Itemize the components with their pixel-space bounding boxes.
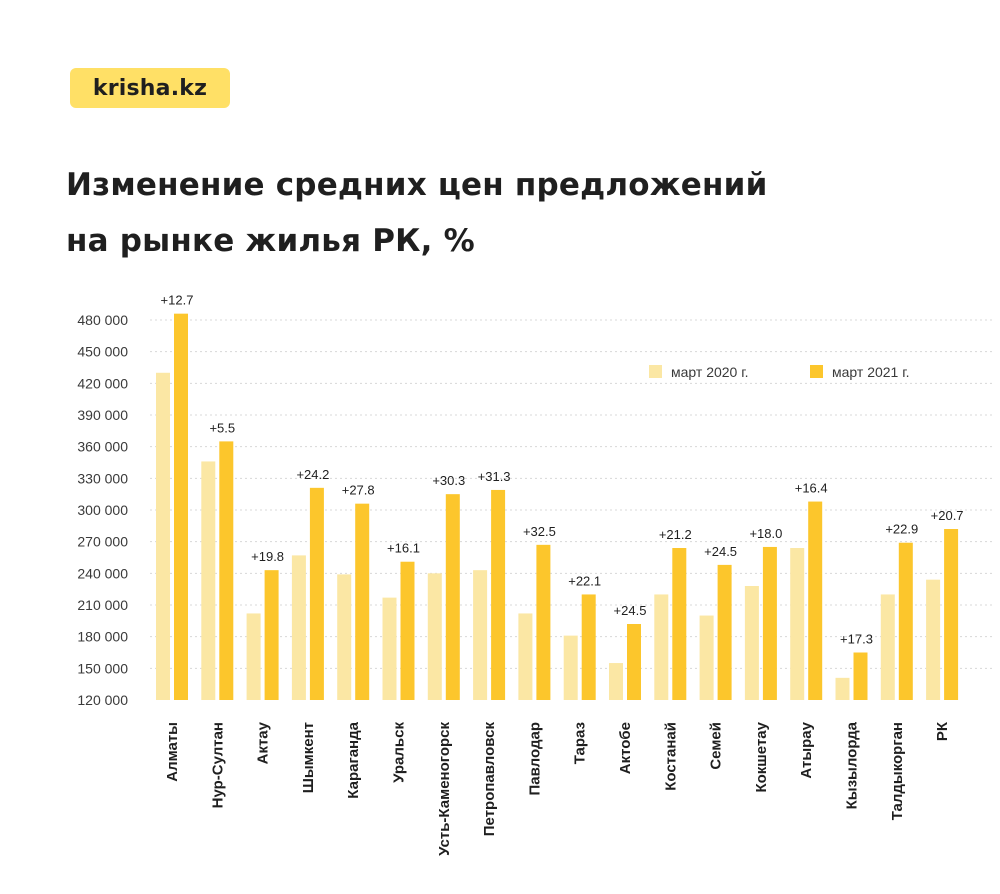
bar-march-2021 xyxy=(536,544,551,700)
bar-change-label: +12.7 xyxy=(161,293,194,308)
x-category-label: Алматы xyxy=(164,722,181,782)
bar-change-label: +31.3 xyxy=(478,469,511,484)
bar-march-2021 xyxy=(627,624,641,700)
x-category-label: Тараз xyxy=(572,722,589,764)
bar-march-2021 xyxy=(174,313,188,700)
chart-title-line-1: Изменение средних цен предложений xyxy=(66,167,768,203)
bar-change-label: +32.5 xyxy=(523,524,556,539)
bar-change-label: +16.1 xyxy=(387,541,420,556)
bar-change-label: +22.1 xyxy=(568,573,601,588)
y-tick-label: 270 000 xyxy=(77,534,128,550)
bar-march-2021 xyxy=(762,546,777,700)
bar-change-label: +24.5 xyxy=(614,603,647,618)
bar-march-2021 xyxy=(944,529,959,700)
chart-title: Изменение средних цен предложений на рын… xyxy=(66,157,768,269)
x-category-label: Петропавловск xyxy=(481,722,498,837)
bar-change-label: +16.4 xyxy=(795,481,828,496)
legend-swatch-2021 xyxy=(810,365,823,378)
bar-march-2021 xyxy=(853,652,868,700)
bar-march-2020 xyxy=(337,574,352,700)
bar-march-2020 xyxy=(563,635,578,700)
bar-march-2020 xyxy=(427,573,442,700)
bar-change-label: +27.8 xyxy=(342,483,375,498)
y-tick-label: 330 000 xyxy=(77,470,128,486)
bar-change-label: +24.5 xyxy=(704,544,737,559)
bar-march-2020 xyxy=(654,594,669,700)
bar-march-2021 xyxy=(717,564,732,700)
bar-march-2020 xyxy=(518,613,533,700)
x-category-label: Кызылорда xyxy=(844,721,861,809)
bar-march-2021 xyxy=(264,570,279,700)
bar-march-2021 xyxy=(219,441,234,700)
bar-change-label: +18.0 xyxy=(749,526,782,541)
x-category-label: Павлодар xyxy=(526,722,543,795)
bar-march-2021 xyxy=(491,489,506,700)
bar-change-label: +30.3 xyxy=(432,473,465,488)
x-category-label: РК xyxy=(934,721,951,741)
x-category-label: Атырау xyxy=(798,721,815,778)
bar-march-2021 xyxy=(355,503,370,700)
x-category-label: Усть-Каменогорск xyxy=(436,722,453,856)
bar-march-2020 xyxy=(473,570,488,700)
brand-badge: krisha.kz xyxy=(70,68,230,108)
x-category-label: Нур-Султан xyxy=(209,722,226,808)
bar-change-label: +5.5 xyxy=(209,420,235,435)
bar-change-label: +20.7 xyxy=(931,508,964,523)
x-category-label: Караганда xyxy=(345,721,362,798)
legend-label-2021: март 2021 г. xyxy=(832,364,910,380)
y-tick-label: 480 000 xyxy=(77,312,128,328)
y-tick-label: 300 000 xyxy=(77,502,128,518)
bar-march-2021 xyxy=(898,542,913,700)
y-tick-label: 240 000 xyxy=(77,565,128,581)
x-category-label: Уральск xyxy=(391,722,408,783)
bar-march-2021 xyxy=(309,487,324,700)
y-tick-label: 180 000 xyxy=(77,629,128,645)
y-tick-label: 150 000 xyxy=(77,660,128,676)
bar-march-2021 xyxy=(581,594,596,700)
bar-march-2020 xyxy=(609,663,623,700)
y-tick-label: 360 000 xyxy=(77,439,128,455)
bar-march-2020 xyxy=(291,555,306,700)
x-category-label: Актобе xyxy=(617,722,634,774)
chart-title-line-2: на рынке жилья РК, % xyxy=(66,223,475,259)
bar-march-2021 xyxy=(400,561,415,700)
brand-logo-text: krisha.kz xyxy=(92,75,208,101)
x-category-label: Актау xyxy=(255,721,272,764)
y-tick-label: 420 000 xyxy=(77,375,128,391)
bar-march-2020 xyxy=(382,597,397,700)
x-category-label: Кокшетау xyxy=(753,721,770,792)
x-category-label: Талдыкорган xyxy=(889,722,906,820)
y-tick-label: 120 000 xyxy=(77,692,128,708)
bar-march-2020 xyxy=(835,677,850,700)
legend-swatch-2020 xyxy=(649,365,662,378)
bar-march-2020 xyxy=(246,613,261,700)
bar-change-label: +19.8 xyxy=(251,549,284,564)
bar-march-2020 xyxy=(156,372,170,700)
bar-march-2020 xyxy=(744,586,759,700)
bar-march-2020 xyxy=(699,615,714,700)
bar-march-2021 xyxy=(808,501,823,700)
bar-march-2020 xyxy=(201,461,216,700)
bar-change-label: +21.2 xyxy=(659,527,692,542)
bar-change-label: +22.9 xyxy=(885,522,918,537)
bar-march-2020 xyxy=(926,579,941,700)
legend-label-2020: март 2020 г. xyxy=(671,364,749,380)
bar-march-2021 xyxy=(445,494,460,700)
y-tick-label: 390 000 xyxy=(77,407,128,423)
y-tick-label: 210 000 xyxy=(77,597,128,613)
bar-change-label: +24.2 xyxy=(296,467,329,482)
x-category-label: Шымкент xyxy=(300,722,317,793)
x-category-label: Семей xyxy=(708,722,725,770)
bar-change-label: +17.3 xyxy=(840,632,873,647)
y-tick-label: 450 000 xyxy=(77,344,128,360)
x-category-label: Костанай xyxy=(662,722,679,791)
bar-march-2021 xyxy=(672,548,687,700)
bar-march-2020 xyxy=(880,594,895,700)
bar-march-2020 xyxy=(790,548,805,700)
